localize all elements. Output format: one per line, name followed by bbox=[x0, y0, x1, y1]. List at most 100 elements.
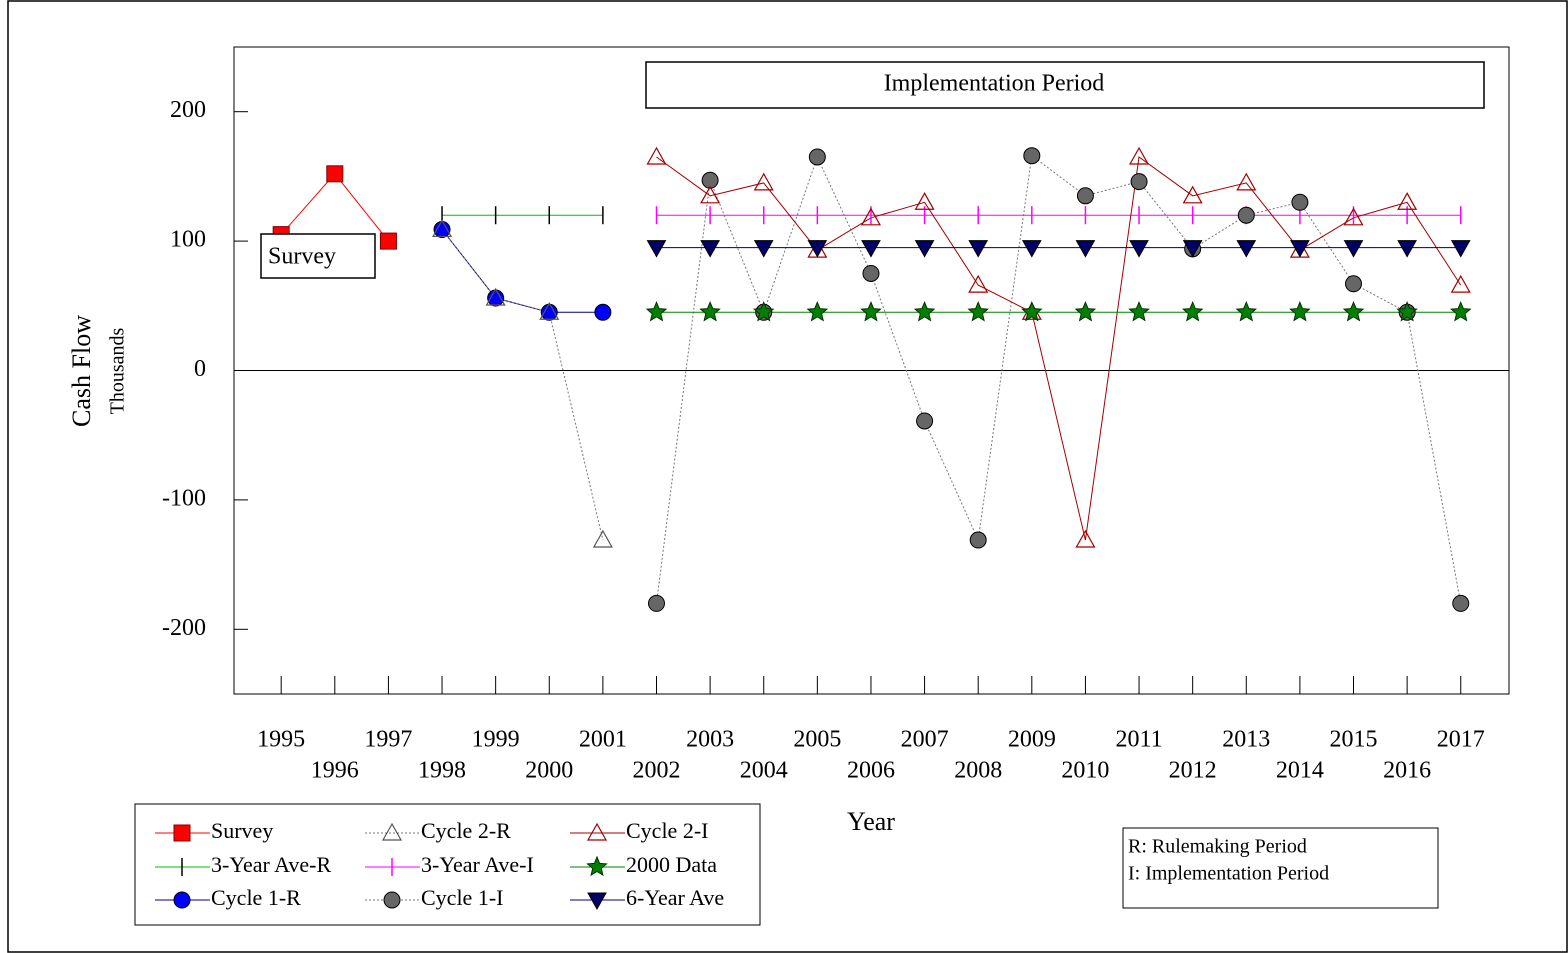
x-tick-label: 2006 bbox=[847, 758, 895, 784]
x-axis-label: Year bbox=[847, 807, 895, 836]
x-tick-label: 2002 bbox=[632, 758, 680, 784]
marker bbox=[1342, 301, 1365, 322]
marker bbox=[752, 301, 775, 322]
marker bbox=[1076, 187, 1094, 205]
legend-label: 6-Year Ave bbox=[626, 885, 724, 910]
legend-label: 3-Year Ave-R bbox=[211, 852, 331, 877]
marker bbox=[1397, 240, 1417, 258]
marker bbox=[1182, 185, 1203, 204]
x-tick-label: 2007 bbox=[901, 727, 949, 753]
marker bbox=[1343, 240, 1364, 258]
y-axis-label: Thousands bbox=[107, 327, 129, 414]
frame bbox=[7, 0, 1568, 953]
note-box bbox=[1122, 827, 1439, 909]
x-tick-label: 2003 bbox=[686, 727, 734, 753]
marker bbox=[1181, 301, 1204, 322]
x-tick-label: 2014 bbox=[1276, 758, 1324, 784]
marker bbox=[860, 207, 881, 226]
x-tick-label: 2005 bbox=[793, 727, 841, 753]
marker bbox=[1343, 207, 1364, 226]
annotation: Survey bbox=[268, 244, 336, 270]
legend-marker bbox=[586, 822, 608, 841]
x-tick-label: 1996 bbox=[311, 758, 359, 784]
y-tick-label: 0 bbox=[194, 356, 206, 382]
marker bbox=[646, 240, 667, 258]
y-tick-label: 100 bbox=[170, 227, 206, 253]
x-tick-label: 1999 bbox=[472, 727, 520, 753]
marker bbox=[862, 264, 880, 282]
x-tick-label: 2017 bbox=[1437, 727, 1485, 753]
marker bbox=[968, 240, 989, 258]
marker bbox=[326, 165, 344, 183]
series-line bbox=[441, 229, 603, 313]
annotation-box bbox=[260, 233, 376, 279]
marker bbox=[1450, 240, 1471, 258]
marker bbox=[860, 301, 882, 322]
marker bbox=[1450, 274, 1471, 293]
series-line bbox=[441, 229, 604, 541]
x-tick-label: 1995 bbox=[257, 727, 305, 753]
marker bbox=[806, 301, 829, 322]
series-line bbox=[280, 173, 389, 242]
legend-label: Cycle 1-I bbox=[421, 885, 503, 910]
marker bbox=[1021, 301, 1043, 322]
legend-label: Survey bbox=[211, 818, 273, 843]
marker bbox=[1397, 192, 1418, 210]
marker bbox=[1449, 301, 1472, 322]
marker bbox=[1291, 193, 1309, 211]
marker bbox=[1023, 147, 1041, 165]
series-line bbox=[656, 156, 1462, 541]
marker bbox=[861, 240, 881, 258]
y-axis-label: Cash Flow bbox=[67, 315, 96, 427]
x-tick-label: 2015 bbox=[1330, 727, 1378, 753]
legend-marker bbox=[383, 891, 401, 909]
x-tick-label: 2011 bbox=[1115, 727, 1162, 753]
marker bbox=[753, 172, 774, 191]
marker bbox=[1075, 529, 1096, 548]
marker bbox=[594, 303, 612, 321]
legend-marker bbox=[586, 855, 608, 877]
marker bbox=[1021, 240, 1042, 258]
marker bbox=[1129, 240, 1149, 258]
legend-label: 2000 Data bbox=[626, 852, 717, 877]
marker bbox=[1074, 301, 1097, 322]
marker bbox=[969, 531, 987, 549]
marker bbox=[914, 240, 935, 258]
marker bbox=[1396, 301, 1418, 322]
legend-marker bbox=[173, 824, 191, 842]
marker bbox=[539, 302, 560, 320]
annotation-box bbox=[645, 61, 1485, 109]
marker bbox=[913, 301, 936, 322]
marker bbox=[699, 301, 721, 322]
marker bbox=[700, 240, 720, 258]
marker bbox=[1290, 240, 1310, 258]
marker bbox=[1289, 300, 1311, 322]
marker bbox=[808, 148, 826, 166]
marker bbox=[967, 300, 989, 322]
x-tick-label: 2010 bbox=[1061, 758, 1109, 784]
marker bbox=[432, 219, 453, 238]
legend-label: Cycle 2-R bbox=[421, 818, 511, 843]
marker bbox=[1128, 301, 1150, 322]
marker bbox=[592, 529, 613, 548]
y-tick-label: -100 bbox=[162, 485, 206, 511]
annotation: Implementation Period bbox=[884, 71, 1105, 97]
x-tick-label: 2004 bbox=[740, 758, 788, 784]
marker bbox=[1129, 146, 1150, 165]
marker bbox=[701, 171, 719, 189]
marker bbox=[914, 192, 935, 210]
marker bbox=[753, 240, 774, 258]
legend-label: 3-Year Ave-I bbox=[421, 852, 534, 877]
marker bbox=[968, 274, 989, 293]
x-tick-label: 2012 bbox=[1169, 758, 1217, 784]
legend-label: Cycle 1-R bbox=[211, 885, 301, 910]
marker bbox=[1130, 173, 1148, 191]
marker bbox=[1237, 206, 1255, 224]
x-tick-label: 2009 bbox=[1008, 727, 1056, 753]
legend-marker bbox=[381, 822, 403, 841]
marker bbox=[807, 240, 828, 258]
note: R: Rulemaking Period bbox=[1128, 836, 1307, 858]
y-tick-label: -200 bbox=[162, 615, 206, 641]
x-tick-label: 2013 bbox=[1222, 727, 1270, 753]
